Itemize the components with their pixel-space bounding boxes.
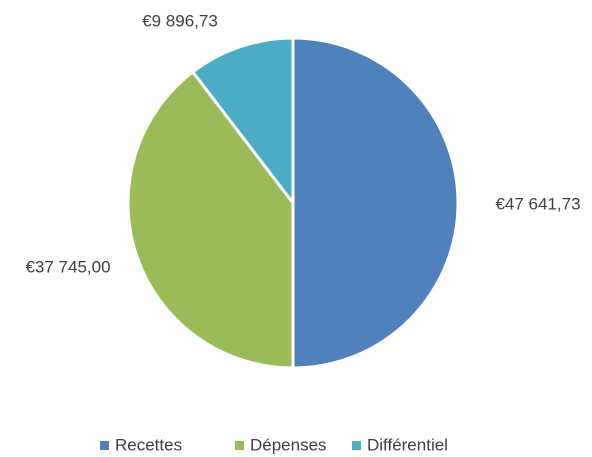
data-label: €9 896,73 (142, 11, 218, 30)
legend-swatch (100, 441, 109, 450)
legend-swatch (352, 441, 361, 450)
legend-label: Dépenses (250, 435, 327, 454)
pie-slice (291, 36, 460, 370)
pie-slice (126, 69, 295, 370)
legend-swatch (235, 441, 244, 450)
pie-slice (190, 36, 295, 208)
data-label: €47 641,73 (495, 194, 580, 213)
data-label: €37 745,00 (25, 257, 110, 276)
legend-label: Recettes (115, 435, 182, 454)
legend-label: Différentiel (367, 435, 448, 454)
